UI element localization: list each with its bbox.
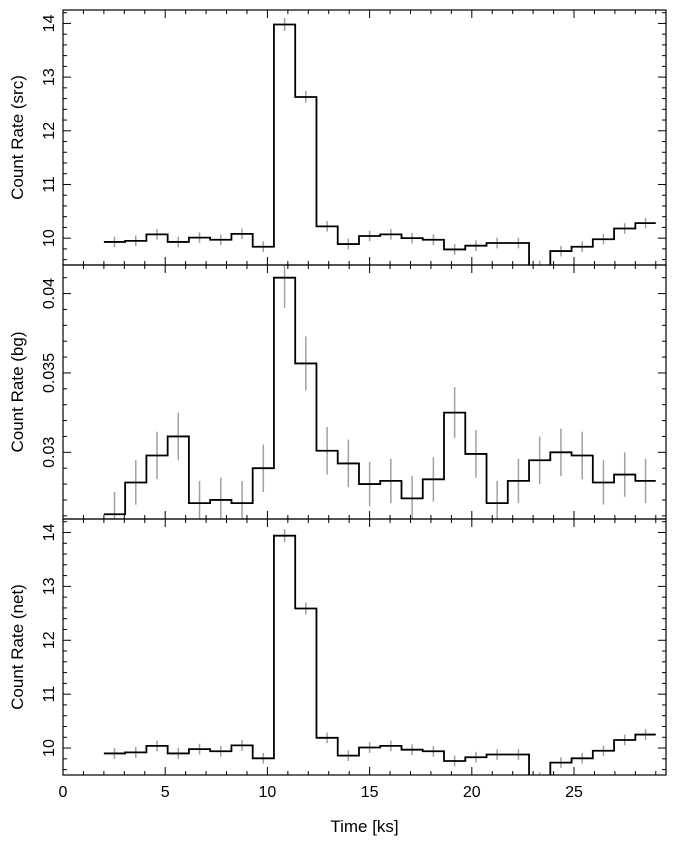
y-ticks-net xyxy=(63,521,666,771)
y-tick-label: 11 xyxy=(41,176,58,193)
y-tick-label: 13 xyxy=(41,577,58,595)
y-tick-label: 0.035 xyxy=(41,353,58,393)
y-axis-title-net: Count Rate (net) xyxy=(8,584,27,710)
y-ticks-src xyxy=(63,12,666,261)
step-line-bg xyxy=(103,276,656,516)
x-tick-label: 20 xyxy=(463,784,481,801)
y-tick-label: 14 xyxy=(41,14,58,32)
y-tick-label: 12 xyxy=(41,122,58,140)
y-tick-label: 12 xyxy=(41,631,58,649)
step-line-net xyxy=(103,534,656,775)
y-axis-title-src: Count Rate (src) xyxy=(8,75,27,200)
y-tick-label: 0.04 xyxy=(41,278,58,309)
y-tick-label: 13 xyxy=(41,68,58,86)
panel-net: 10 11 12 13 14 Count Rate (net) xyxy=(8,518,667,776)
panel-bg: 0.03 0.035 0.04 Count Rate (bg) xyxy=(8,264,667,520)
y-axis-title-bg: Count Rate (bg) xyxy=(8,332,27,453)
x-ticks-bg xyxy=(62,265,657,519)
x-axis-title: Time [ks] xyxy=(330,817,398,836)
x-ticks-net xyxy=(62,519,657,775)
x-tick-label: 0 xyxy=(59,784,68,801)
x-tick-label: 15 xyxy=(361,784,379,801)
x-tick-label: 10 xyxy=(259,784,277,801)
panel-frame xyxy=(62,264,667,520)
errorbars-bg xyxy=(113,265,647,519)
y-ticks-bg xyxy=(63,277,666,517)
x-tick-label: 25 xyxy=(565,784,583,801)
y-tick-label: 10 xyxy=(41,229,58,247)
y-tick-label: 10 xyxy=(41,739,58,757)
panel-frame xyxy=(62,518,667,776)
x-ticks-src xyxy=(62,10,657,265)
errorbars-src xyxy=(113,18,647,265)
panel-src: 10 11 12 13 14 Count Rate (src) xyxy=(8,9,667,266)
panel-frame xyxy=(62,9,667,266)
x-tick-label: 5 xyxy=(161,784,170,801)
y-tick-label: 11 xyxy=(41,686,58,703)
step-line-src xyxy=(103,23,656,265)
y-tick-label: 14 xyxy=(41,523,58,541)
y-tick-label: 0.03 xyxy=(41,437,58,468)
x-tick-labels: 0 5 10 15 20 25 xyxy=(59,784,583,801)
